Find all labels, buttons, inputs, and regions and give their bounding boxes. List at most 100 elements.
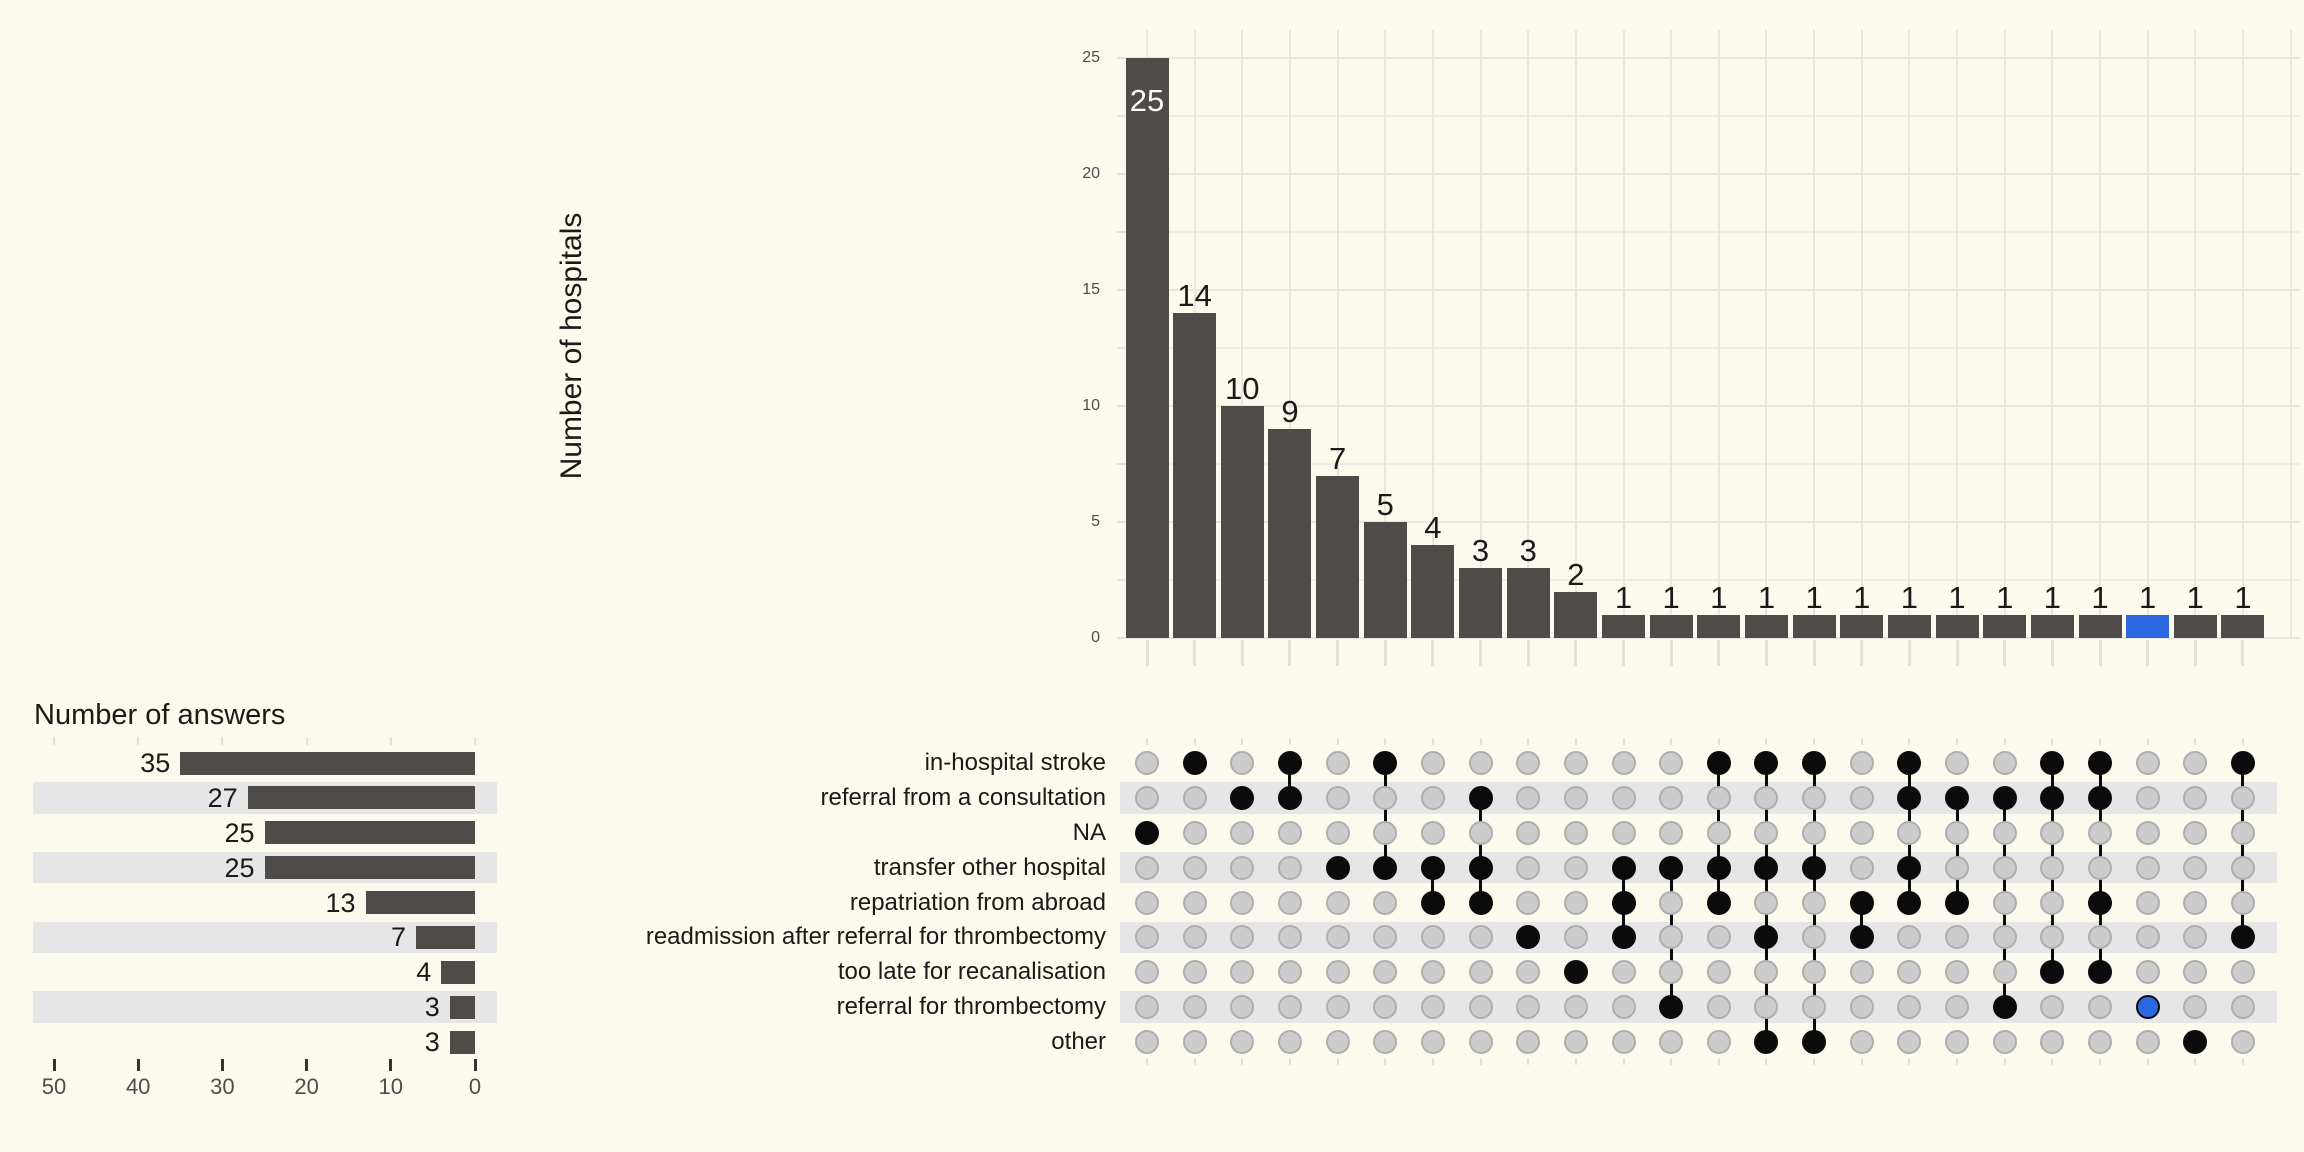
top-chart-x-tick bbox=[1193, 640, 1197, 666]
matrix-dot-empty bbox=[1325, 751, 1350, 775]
matrix-top-tick bbox=[1241, 738, 1244, 745]
matrix-top-tick bbox=[1431, 738, 1434, 745]
top-chart-vertical-gridline bbox=[1431, 30, 1434, 638]
set-size-label: 4 bbox=[416, 957, 432, 988]
matrix-dot-empty bbox=[2135, 785, 2160, 810]
intersection-size-label: 7 bbox=[1328, 440, 1347, 476]
set-row-label: transfer other hospital bbox=[873, 853, 1106, 881]
set-size-axis-tick-label: 50 bbox=[41, 1074, 67, 1099]
matrix-dot-filled bbox=[1516, 925, 1541, 950]
top-chart-y-tick bbox=[1117, 521, 1126, 523]
matrix-dot-filled bbox=[1659, 995, 1684, 1020]
matrix-dot-empty bbox=[1849, 1030, 1874, 1054]
matrix-top-tick bbox=[1574, 738, 1577, 745]
matrix-dot-empty bbox=[1420, 820, 1445, 845]
matrix-dot-empty bbox=[1754, 820, 1779, 845]
matrix-bottom-tick bbox=[1146, 1058, 1148, 1065]
matrix-dot-empty bbox=[1325, 925, 1350, 950]
matrix-dot-empty bbox=[1945, 1030, 1970, 1054]
matrix-dot-empty bbox=[1135, 855, 1159, 880]
matrix-dot-empty bbox=[1230, 890, 1255, 915]
matrix-dot-empty bbox=[1992, 1030, 2017, 1054]
set-size-label: 3 bbox=[424, 992, 440, 1023]
matrix-dot-filled bbox=[1468, 890, 1493, 915]
matrix-top-tick bbox=[1813, 738, 1816, 745]
top-chart-x-tick bbox=[1526, 640, 1530, 666]
matrix-dot-filled bbox=[1135, 820, 1159, 845]
matrix-dot-empty bbox=[1754, 960, 1779, 985]
matrix-dot-empty bbox=[1135, 925, 1159, 950]
matrix-top-tick bbox=[1336, 738, 1339, 745]
matrix-dot-filled bbox=[2183, 1030, 2208, 1054]
intersection-size-label: 3 bbox=[1519, 533, 1537, 569]
matrix-dot-filled bbox=[1468, 785, 1493, 810]
set-size-label: 25 bbox=[224, 817, 255, 848]
matrix-dot-empty bbox=[1468, 960, 1493, 985]
intersection-size-label: 1 bbox=[1996, 579, 2014, 615]
top-chart-vertical-gridline bbox=[1670, 30, 1673, 638]
matrix-dot-empty bbox=[2088, 1030, 2112, 1054]
matrix-bottom-tick bbox=[1384, 1058, 1387, 1065]
matrix-top-tick bbox=[2241, 738, 2244, 745]
matrix-dot-empty bbox=[2135, 890, 2160, 915]
matrix-connector bbox=[1288, 763, 1292, 798]
set-size-bar bbox=[365, 891, 475, 914]
matrix-dot-empty bbox=[1563, 785, 1588, 810]
intersection-size-bar bbox=[1220, 406, 1264, 638]
matrix-dot-empty bbox=[1992, 820, 2017, 845]
matrix-dot-empty bbox=[1468, 995, 1493, 1020]
top-chart-vertical-gridline bbox=[1288, 30, 1291, 638]
matrix-dot-empty bbox=[1230, 960, 1255, 985]
matrix-dot-empty bbox=[1468, 820, 1493, 845]
top-chart-vertical-gridline bbox=[1717, 30, 1720, 638]
matrix-top-tick bbox=[2146, 738, 2149, 745]
matrix-dot-filled bbox=[1897, 785, 1922, 810]
matrix-dot-empty bbox=[1230, 751, 1255, 775]
matrix-bottom-tick bbox=[1622, 1058, 1625, 1065]
matrix-bottom-tick bbox=[1336, 1058, 1339, 1065]
set-size-chart-top-tick bbox=[221, 737, 224, 745]
matrix-dot-empty bbox=[1802, 820, 1827, 845]
matrix-dot-empty bbox=[1516, 995, 1541, 1020]
matrix-dot-empty bbox=[2230, 820, 2255, 845]
matrix-bottom-tick bbox=[1860, 1058, 1863, 1065]
matrix-dot-empty bbox=[1563, 890, 1588, 915]
top-chart-x-tick bbox=[1383, 640, 1387, 666]
matrix-dot-empty bbox=[1277, 960, 1302, 985]
top-chart-x-tick bbox=[1955, 640, 1959, 666]
matrix-dot-filled bbox=[1277, 751, 1302, 775]
top-chart-y-tick-label: 15 bbox=[1082, 281, 1100, 298]
set-size-axis-tick-label: 0 bbox=[468, 1074, 482, 1099]
intersection-size-label: 1 bbox=[1900, 579, 1919, 615]
top-chart-vertical-gridline bbox=[1479, 30, 1482, 638]
intersection-size-bar bbox=[1506, 568, 1550, 638]
matrix-dot-empty bbox=[2040, 890, 2065, 915]
matrix-dot-empty bbox=[2183, 995, 2208, 1020]
intersection-size-label: 1 bbox=[2234, 579, 2252, 615]
matrix-dot-empty bbox=[1325, 995, 1350, 1020]
set-row-label: other bbox=[1051, 1028, 1106, 1055]
matrix-dot-empty bbox=[2040, 855, 2065, 880]
top-chart-vertical-gridline bbox=[1622, 30, 1625, 638]
top-chart-minor-gridline bbox=[1120, 231, 2300, 233]
matrix-dot-empty bbox=[1135, 960, 1159, 985]
top-chart-x-tick bbox=[2098, 640, 2102, 666]
intersection-size-label: 1 bbox=[1853, 579, 1871, 615]
row-stripe bbox=[1120, 851, 2277, 884]
intersection-size-bar bbox=[1268, 429, 1312, 638]
matrix-dot-filled bbox=[1420, 890, 1445, 915]
set-size-bar bbox=[449, 1030, 475, 1054]
intersection-size-bar bbox=[1363, 522, 1407, 638]
matrix-dot-empty bbox=[1945, 960, 1970, 985]
matrix-bottom-tick bbox=[1813, 1058, 1816, 1065]
top-chart-x-tick bbox=[1479, 640, 1483, 666]
top-chart-y-tick-label: 25 bbox=[1082, 49, 1100, 66]
top-chart-vertical-gridline bbox=[2099, 30, 2101, 638]
matrix-bottom-tick bbox=[2146, 1058, 2149, 1065]
matrix-dot-empty bbox=[1611, 820, 1636, 845]
top-chart-x-tick bbox=[2050, 640, 2054, 666]
matrix-dot-filled bbox=[1802, 1030, 1827, 1054]
matrix-dot-empty bbox=[1277, 820, 1302, 845]
matrix-dot-empty bbox=[1802, 995, 1827, 1020]
set-size-bar bbox=[441, 960, 475, 984]
